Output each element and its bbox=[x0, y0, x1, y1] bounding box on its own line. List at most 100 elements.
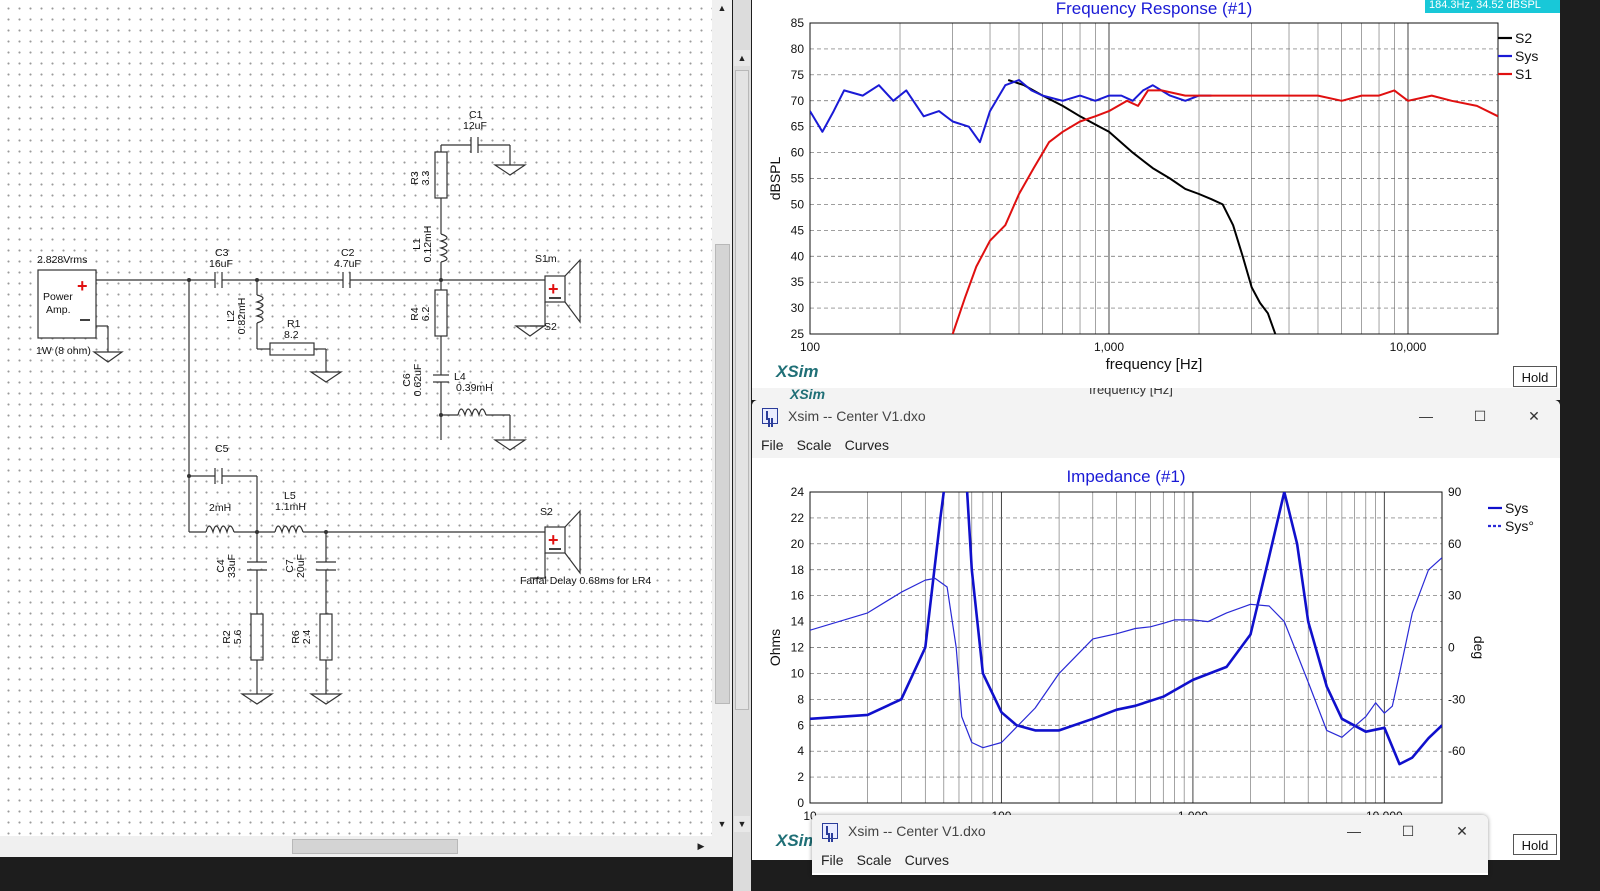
r3-value: 3.3 bbox=[420, 171, 432, 186]
s1-name: S1m bbox=[535, 253, 557, 265]
close-icon[interactable]: ✕ bbox=[1528, 408, 1540, 424]
l1-value: 0.12mH bbox=[422, 226, 434, 263]
menu-scale[interactable]: Scale bbox=[796, 437, 832, 453]
y-tick-label: 12 bbox=[791, 641, 805, 655]
y-tick-label: 16 bbox=[791, 589, 805, 603]
c1-value: 12uF bbox=[463, 120, 487, 132]
c1-name: C1 bbox=[469, 109, 483, 121]
svg-text:+: + bbox=[548, 279, 559, 299]
maximize-icon-small[interactable]: ☐ bbox=[1401, 823, 1415, 839]
small-titlebar[interactable]: Xsim -- Center V1.dxo — ☐ ✕ bbox=[812, 815, 1488, 847]
y-tick-label: 55 bbox=[791, 172, 805, 186]
background-window-strip: XSim frequency [Hz] bbox=[752, 388, 1560, 400]
r1-name: R1 bbox=[287, 318, 301, 330]
c5-name: C5 bbox=[215, 443, 229, 455]
panel-scroll-up-icon[interactable]: ▲ bbox=[734, 50, 750, 66]
s2-name: S2 bbox=[540, 506, 553, 518]
amp-power: 1W (8 ohm) bbox=[36, 345, 91, 357]
r2-name: R2 bbox=[221, 630, 233, 644]
r6-value: 2.4 bbox=[301, 630, 313, 645]
c4-value: 33uF bbox=[226, 554, 238, 578]
c7-name: C7 bbox=[284, 559, 296, 573]
series-line-sys bbox=[810, 79, 1212, 144]
legend-label: S2 bbox=[1515, 30, 1532, 46]
chart-title: Impedance (#1) bbox=[1066, 467, 1185, 486]
amp-label-2: Amp. bbox=[46, 304, 71, 316]
schematic-canvas[interactable]: + + + 2.828Vrms Power Amp. 1W (8 ohm) C3… bbox=[0, 0, 732, 857]
schematic-hscroll-thumb[interactable] bbox=[292, 839, 458, 854]
minimize-icon[interactable]: — bbox=[1419, 408, 1433, 424]
small-window-title: Xsim -- Center V1.dxo bbox=[848, 823, 986, 839]
legend-label: Sys bbox=[1505, 500, 1528, 516]
scroll-down-arrow-icon[interactable]: ▼ bbox=[714, 816, 730, 832]
c2-name: C2 bbox=[341, 247, 355, 259]
legend-label: Sys° bbox=[1505, 518, 1534, 534]
close-icon-small[interactable]: ✕ bbox=[1456, 823, 1468, 839]
legend-label: Sys bbox=[1515, 48, 1538, 64]
y-tick-label: 40 bbox=[791, 249, 805, 263]
y2-tick-label: 60 bbox=[1448, 537, 1462, 551]
scroll-right-arrow-icon[interactable]: ▶ bbox=[693, 838, 709, 854]
y-tick-label: 45 bbox=[791, 223, 805, 237]
xsim-logo-imp: XSim bbox=[776, 831, 819, 850]
y-tick-label: 85 bbox=[791, 16, 805, 30]
small-menu-file[interactable]: File bbox=[821, 852, 844, 868]
impedance-chart[interactable]: Impedance (#1)024681012141618202224-60-3… bbox=[752, 458, 1560, 860]
plot-frame bbox=[809, 22, 1499, 335]
l4-name: L4 bbox=[454, 371, 466, 383]
r4-value: 6.2 bbox=[420, 307, 432, 322]
behind-xsim-logo: XSim bbox=[790, 388, 826, 400]
panel-vscrollbar[interactable]: ▲ ▼ bbox=[733, 0, 751, 891]
menu-curves[interactable]: Curves bbox=[844, 437, 889, 453]
hold-button-imp[interactable]: Hold bbox=[1513, 834, 1557, 855]
y2-tick-label: 90 bbox=[1448, 485, 1462, 499]
small-menu-scale[interactable]: Scale bbox=[856, 852, 892, 868]
frequency-response-window: 184.3Hz, 34.52 dBSPL Frequency Response … bbox=[752, 0, 1560, 388]
panel-scroll-down-icon[interactable]: ▼ bbox=[734, 816, 750, 832]
schematic-vscroll-thumb[interactable] bbox=[715, 244, 730, 704]
x-axis-label: frequency [Hz] bbox=[1106, 356, 1203, 373]
schematic-hscrollbar[interactable]: ▶ bbox=[0, 836, 712, 857]
c6-name: C6 bbox=[401, 373, 413, 387]
series-line-sys bbox=[810, 492, 1442, 766]
y-tick-label: 35 bbox=[791, 275, 805, 289]
small-menu-curves[interactable]: Curves bbox=[904, 852, 949, 868]
y-tick-label: 60 bbox=[791, 146, 805, 160]
y-tick-label: 0 bbox=[797, 796, 804, 810]
y-tick-label: 70 bbox=[791, 94, 805, 108]
s2-note: Farfal Delay 0.68ms for LR4 bbox=[520, 575, 651, 587]
impedance-titlebar[interactable]: Xsim -- Center V1.dxo — ☐ ✕ bbox=[752, 400, 1560, 432]
xsim-app-icon bbox=[762, 408, 778, 424]
x-tick-label: 10,000 bbox=[1390, 340, 1427, 354]
y-axis-label: dBSPL bbox=[767, 156, 783, 200]
hold-button[interactable]: Hold bbox=[1513, 366, 1557, 387]
panel-scroll-thumb[interactable] bbox=[735, 70, 749, 710]
l4-value: 0.39mH bbox=[456, 382, 493, 394]
plot-frame bbox=[809, 491, 1443, 804]
series-line-s1 bbox=[951, 89, 1498, 334]
c2-value: 4.7uF bbox=[334, 258, 361, 270]
behind-frequency-label: frequency [Hz] bbox=[1089, 388, 1173, 397]
schematic-vscrollbar[interactable]: ▲ ▼ bbox=[712, 0, 732, 857]
minimize-icon-small[interactable]: — bbox=[1347, 823, 1361, 839]
impedance-window-title: Xsim -- Center V1.dxo bbox=[788, 408, 926, 424]
y-tick-label: 2 bbox=[797, 770, 804, 784]
y-axis-label: Ohms bbox=[767, 629, 783, 666]
c3-value: 16uF bbox=[209, 258, 233, 270]
y-tick-label: 75 bbox=[791, 68, 805, 82]
xsim-app-icon-small bbox=[822, 823, 838, 839]
y-tick-label: 22 bbox=[791, 511, 805, 525]
r2-value: 5.6 bbox=[232, 630, 244, 645]
l2-name: L2 bbox=[225, 310, 237, 322]
scroll-up-arrow-icon[interactable]: ▲ bbox=[714, 0, 730, 16]
maximize-icon[interactable]: ☐ bbox=[1473, 408, 1487, 424]
amp-voltage: 2.828Vrms bbox=[37, 254, 87, 266]
y-tick-label: 6 bbox=[797, 718, 804, 732]
frequency-response-chart[interactable]: Frequency Response (#1) 25 30 35 40 45 50 55 60 6… bbox=[752, 0, 1560, 388]
small-xsim-window: Xsim -- Center V1.dxo — ☐ ✕ File Scale Cur… bbox=[812, 815, 1488, 875]
menu-file[interactable]: File bbox=[761, 437, 784, 453]
y-tick-label: 18 bbox=[791, 563, 805, 577]
xsim-logo: XSim bbox=[776, 362, 819, 381]
r4-name: R4 bbox=[409, 307, 421, 321]
series-line-s2 bbox=[1007, 79, 1277, 334]
